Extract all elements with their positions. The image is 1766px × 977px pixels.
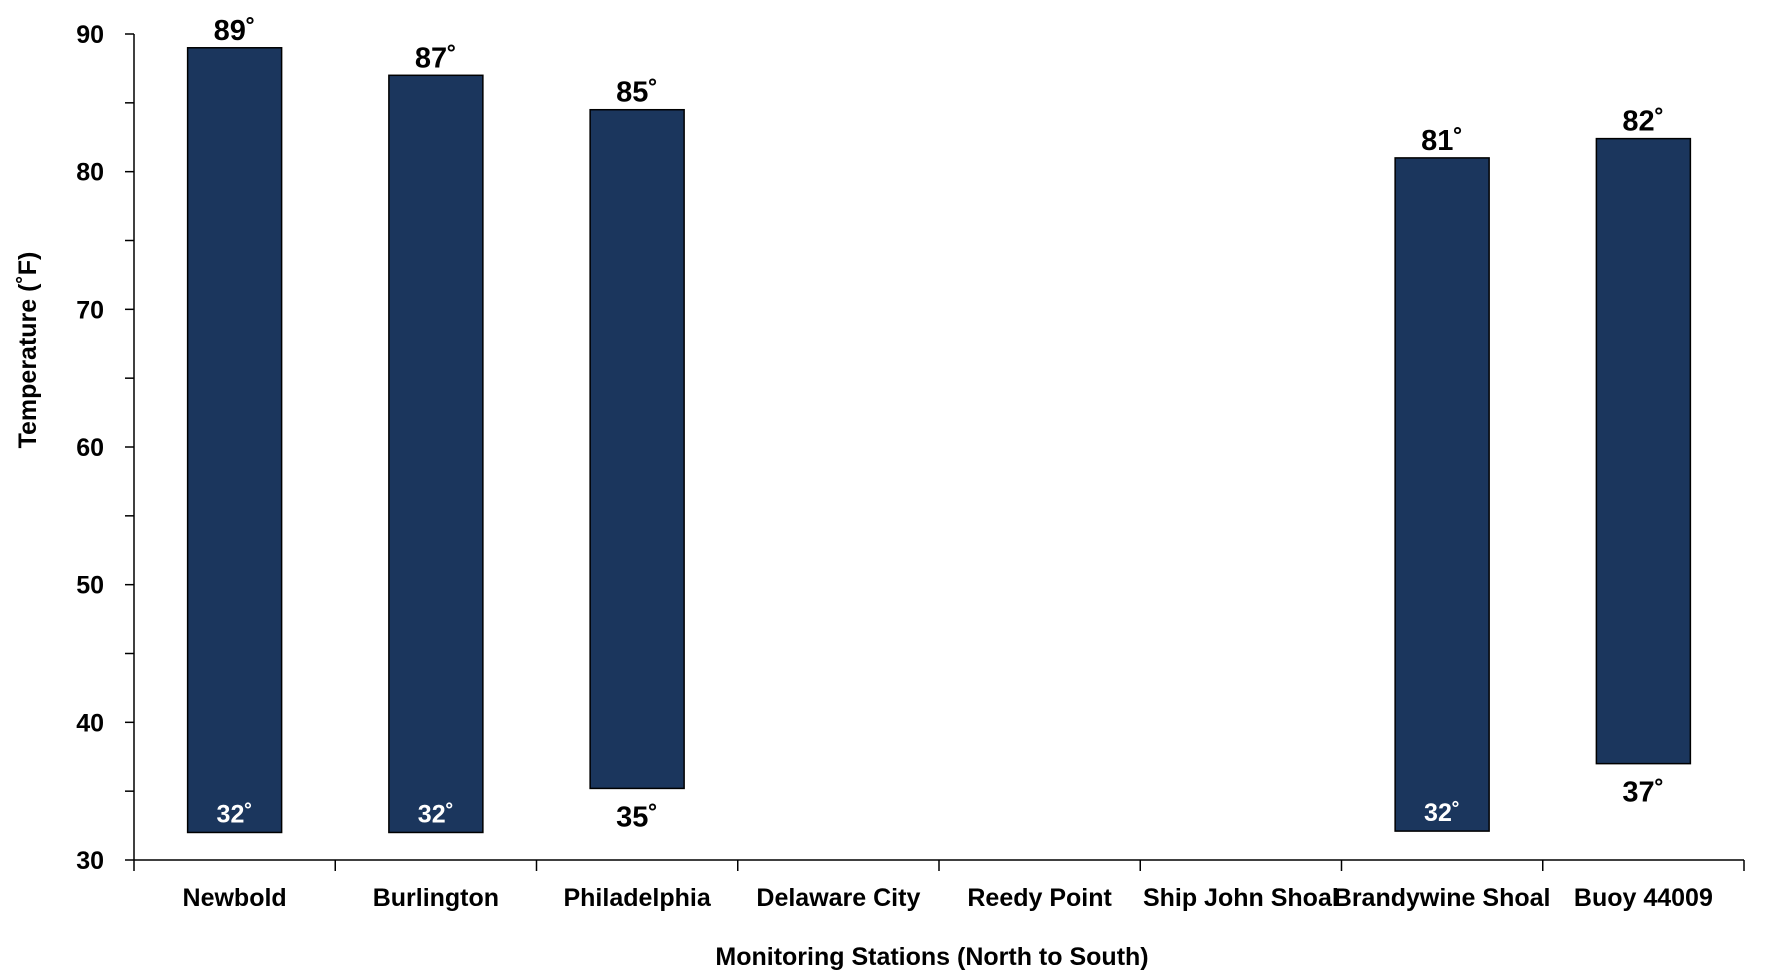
x-tick-label: Ship John Shoal bbox=[1143, 884, 1339, 912]
y-tick-label: 80 bbox=[76, 159, 104, 187]
bar-low-label: 32˚ bbox=[418, 800, 454, 828]
x-axis-title: Monitoring Stations (North to South) bbox=[715, 943, 1148, 971]
value-labels-group: 89˚ 32˚ 87˚ 32˚ 85˚ 35˚ 81˚ 32˚ 82˚ 37˚ bbox=[214, 15, 1665, 834]
bar bbox=[1595, 137, 1692, 765]
axes-group: 30 40 50 60 70 80 90 Newbold Burlington Philadelp… bbox=[76, 21, 1745, 912]
bar bbox=[589, 108, 685, 790]
bar bbox=[186, 47, 283, 834]
x-tick-label: Reedy Point bbox=[967, 884, 1112, 912]
bar-high-label: 85˚ bbox=[616, 77, 658, 109]
bar-high-label: 89˚ bbox=[214, 15, 256, 47]
y-axis-title: Temperature (˚F) bbox=[14, 252, 42, 449]
y-tick-label: 70 bbox=[76, 296, 104, 324]
bar-low-label: 32˚ bbox=[217, 800, 253, 828]
y-tick-label: 90 bbox=[76, 21, 104, 49]
bar bbox=[1394, 157, 1490, 832]
bar-high-label: 87˚ bbox=[415, 42, 457, 74]
bar bbox=[388, 74, 484, 834]
bar-low-label: 32˚ bbox=[1424, 799, 1460, 827]
y-tick-label: 50 bbox=[76, 572, 104, 600]
y-tick-label: 30 bbox=[76, 847, 104, 875]
bars-group bbox=[186, 47, 1692, 834]
bar-high-label: 82˚ bbox=[1622, 106, 1664, 138]
x-tick-label: Buoy 44009 bbox=[1574, 884, 1713, 912]
y-tick-label: 60 bbox=[76, 434, 104, 462]
y-tick-label: 40 bbox=[76, 709, 104, 737]
x-tick-label: Burlington bbox=[373, 884, 499, 912]
bar-low-label: 37˚ bbox=[1622, 777, 1664, 809]
bar-high-label: 81˚ bbox=[1421, 125, 1463, 157]
x-tick-label: Philadelphia bbox=[563, 884, 711, 912]
x-tick-label: Brandywine Shoal bbox=[1334, 884, 1551, 912]
bar-low-label: 35˚ bbox=[616, 801, 658, 833]
x-tick-label: Newbold bbox=[183, 884, 287, 912]
x-tick-label: Delaware City bbox=[756, 884, 920, 912]
